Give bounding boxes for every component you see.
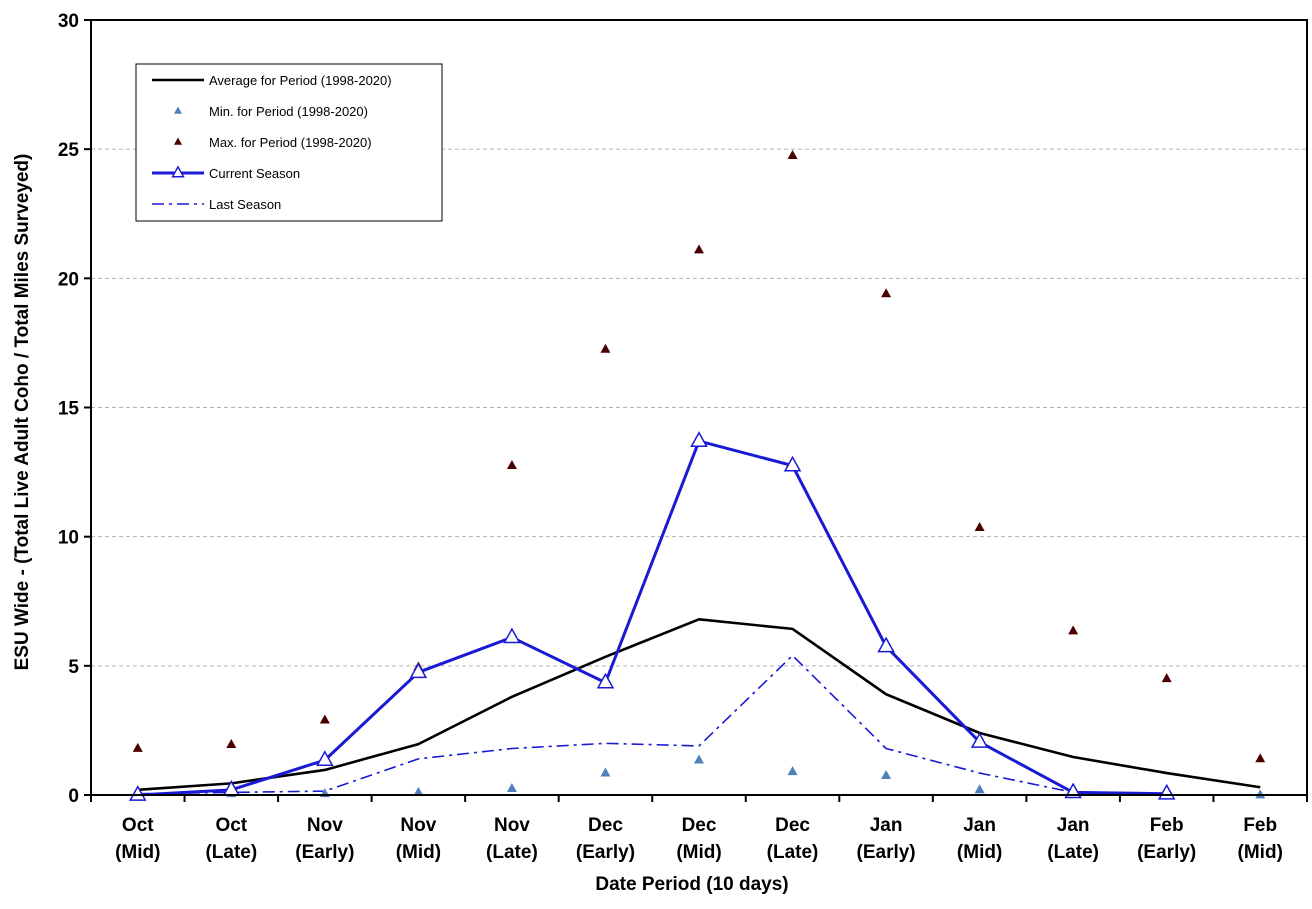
- x-tick-label: (Late): [1047, 842, 1099, 863]
- data-point: [1068, 625, 1079, 635]
- y-tick-label: 10: [58, 528, 79, 549]
- x-axis-title: Date Period (10 days): [595, 874, 788, 895]
- data-point: [881, 770, 892, 780]
- x-tick-label: Nov: [494, 815, 530, 836]
- legend-entry: Average for Period (1998-2020): [152, 73, 392, 88]
- data-point: [226, 739, 237, 749]
- legend-label: Last Season: [209, 197, 281, 212]
- x-tick-label: Jan: [1057, 815, 1090, 836]
- x-tick-label: Dec: [682, 815, 717, 836]
- x-tick-label: (Mid): [676, 842, 721, 863]
- series-line: [137, 654, 1261, 796]
- x-tick-label: (Early): [576, 842, 635, 863]
- x-tick-label: (Mid): [396, 842, 441, 863]
- x-tick-label: Dec: [775, 815, 810, 836]
- plot-border: [90, 19, 1308, 796]
- y-tick-label: 5: [68, 657, 79, 678]
- data-point: [600, 343, 611, 353]
- x-tick-label: Dec: [588, 815, 623, 836]
- legend-swatch: [174, 137, 182, 145]
- data-point: [1161, 673, 1172, 683]
- series-line: [137, 618, 1261, 792]
- data-point: [974, 784, 985, 794]
- x-tick-label: Jan: [870, 815, 903, 836]
- series-line: [137, 439, 1167, 797]
- data-point: [690, 431, 708, 447]
- data-point: [974, 522, 985, 532]
- legend-swatch: [174, 106, 182, 114]
- data-point: [506, 460, 517, 470]
- y-tick-label: 0: [68, 786, 79, 807]
- x-tick-label: (Late): [767, 842, 819, 863]
- legend-label: Average for Period (1998-2020): [209, 73, 392, 88]
- data-point: [316, 750, 334, 767]
- series-current-season: [128, 431, 1176, 801]
- data-point: [409, 662, 428, 679]
- x-tick-label: Feb: [1243, 815, 1277, 836]
- legend-entry: Min. for Period (1998-2020): [174, 104, 368, 119]
- legend-entry: Current Season: [152, 165, 300, 181]
- series-last-season: [137, 654, 1261, 796]
- legend-box: [135, 63, 443, 222]
- x-tick-label: Jan: [963, 815, 996, 836]
- data-point: [787, 150, 798, 160]
- series-average-for-period-1998-2020: [137, 618, 1261, 792]
- legend-label: Max. for Period (1998-2020): [209, 135, 372, 150]
- x-tick-label: (Mid): [115, 842, 160, 863]
- y-tick-label: 30: [58, 11, 79, 32]
- x-tick-label: (Early): [857, 842, 916, 863]
- y-axis-ticks: 0 5 10 15 20 25 30: [58, 11, 91, 807]
- data-point: [694, 244, 704, 254]
- legend-label: Current Season: [209, 166, 300, 181]
- data-point: [503, 627, 521, 644]
- data-point: [132, 742, 143, 752]
- x-tick-label: (Late): [205, 842, 257, 863]
- legend-label: Min. for Period (1998-2020): [209, 104, 368, 119]
- data-point: [319, 714, 330, 724]
- x-tick-label: (Mid): [1238, 842, 1283, 863]
- y-tick-label: 25: [58, 140, 80, 161]
- x-tick-label: (Early): [295, 842, 354, 863]
- x-tick-label: Oct: [122, 815, 154, 836]
- y-tick-label: 20: [58, 269, 79, 290]
- data-point: [787, 766, 798, 776]
- data-point: [413, 786, 424, 796]
- x-tick-label: Feb: [1150, 815, 1184, 836]
- legend-entry: Last Season: [152, 197, 281, 212]
- data-point: [128, 785, 147, 801]
- x-tick-label: (Late): [486, 842, 538, 863]
- data-point: [970, 732, 989, 748]
- legend-swatch-marker: [171, 165, 185, 178]
- x-tick-label: Nov: [400, 815, 436, 836]
- data-point: [1255, 789, 1266, 799]
- data-point: [600, 767, 611, 777]
- y-tick-label: 15: [58, 399, 80, 420]
- data-point: [1255, 753, 1266, 763]
- x-tick-label: (Mid): [957, 842, 1002, 863]
- y-axis-title: ESU Wide - (Total Live Adult Coho / Tota…: [12, 154, 33, 671]
- x-tick-label: Nov: [307, 815, 343, 836]
- data-point: [881, 288, 892, 298]
- x-tick-label: Oct: [215, 815, 247, 836]
- legend-entry: Max. for Period (1998-2020): [174, 135, 372, 150]
- series-max-for-period-1998-2020: [132, 150, 1266, 763]
- data-point: [694, 754, 704, 764]
- x-tick-label: (Early): [1137, 842, 1196, 863]
- legend: Average for Period (1998-2020) Min. for P…: [135, 63, 443, 222]
- data-point: [877, 636, 895, 653]
- data-point: [783, 455, 802, 472]
- data-point: [596, 672, 615, 689]
- x-axis-ticks: Oct (Mid) Oct (Late) Nov (Early) Nov (Mid) Nov (L…: [90, 795, 1308, 863]
- data-point: [506, 782, 517, 792]
- series-layer: [128, 150, 1266, 801]
